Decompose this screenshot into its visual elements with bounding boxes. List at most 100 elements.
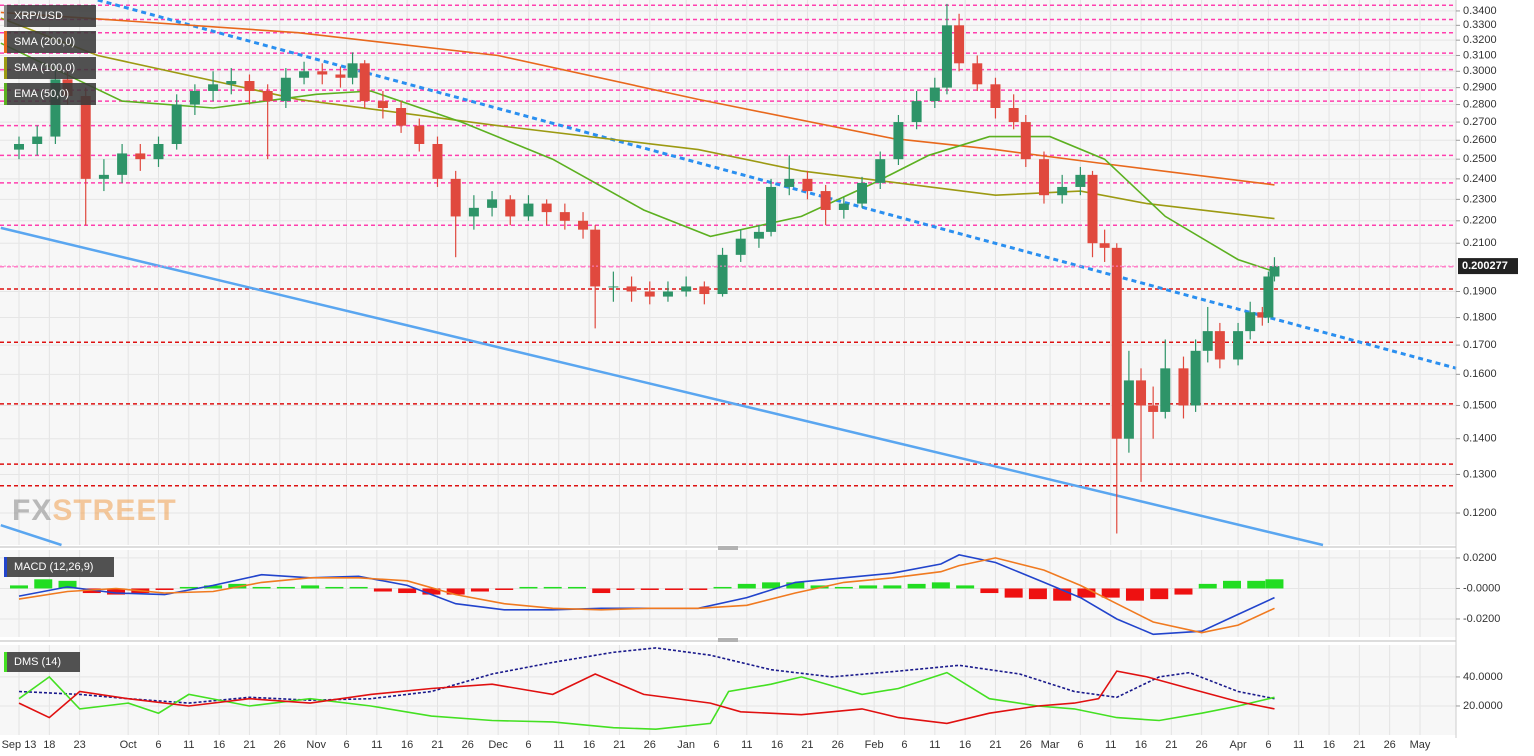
x-tick-label: 21: [431, 739, 443, 751]
histogram-bar: [640, 588, 659, 590]
candle-body: [608, 286, 619, 288]
x-tick-label: 16: [1135, 739, 1147, 751]
legend-label: MACD (12,26,9): [14, 561, 93, 573]
legend-label: DMS (14): [14, 656, 61, 668]
x-tick-label: 26: [462, 739, 474, 751]
candle-body: [941, 25, 952, 88]
candle-body: [98, 174, 109, 179]
y-tick-label: 0.2500: [1463, 153, 1497, 165]
histogram-bar: [762, 582, 781, 589]
x-tick-label: 11: [553, 739, 564, 751]
x-tick-label: 6: [901, 739, 907, 751]
candle-body: [590, 229, 601, 287]
histogram-bar: [446, 588, 465, 595]
y-tick-label: 0.2100: [1463, 237, 1497, 249]
candle-body: [802, 178, 813, 192]
x-tick-label: 21: [243, 739, 255, 751]
candle-body: [1020, 122, 1031, 160]
x-tick-label: Apr: [1230, 739, 1247, 751]
histogram-bar: [956, 585, 975, 589]
legend-box: [4, 83, 96, 105]
x-tick-label: 21: [1353, 739, 1365, 751]
candle-body: [662, 291, 673, 297]
y-tick-label: -0.0000: [1463, 582, 1500, 594]
histogram-bar: [58, 580, 77, 589]
y-tick-label: 0.1700: [1463, 339, 1497, 351]
y-tick-label: 20.0000: [1463, 700, 1503, 712]
y-tick-label: 0.2200: [1463, 215, 1497, 227]
x-tick-label: 23: [74, 739, 86, 751]
y-tick-label: 0.1400: [1463, 433, 1497, 445]
histogram-bar: [470, 588, 489, 592]
candle-body: [335, 74, 346, 78]
x-tick-label: 21: [801, 739, 813, 751]
watermark-fx: FX: [12, 494, 52, 527]
histogram-bar: [1174, 588, 1193, 595]
candle-body: [735, 238, 746, 255]
candle-body: [487, 199, 498, 208]
x-tick-label: 16: [959, 739, 971, 751]
legend-box: [4, 652, 80, 672]
y-tick-label: 0.2400: [1463, 173, 1497, 185]
candle-body: [1263, 276, 1274, 318]
candle-body: [766, 186, 777, 232]
x-tick-label: 26: [832, 739, 844, 751]
series-line: [18, 647, 1275, 704]
legend-label: SMA (100,0): [14, 62, 75, 74]
legend-label: XRP/USD: [14, 10, 63, 22]
histogram-bar: [349, 586, 368, 589]
candle-body: [1111, 247, 1122, 439]
resize-handle[interactable]: [718, 546, 738, 642]
x-tick-label: 11: [1293, 739, 1304, 751]
candle-body: [699, 286, 710, 295]
x-tick-label: Mar: [1041, 739, 1060, 751]
histogram-bar: [616, 588, 635, 590]
histogram-bar: [325, 586, 344, 589]
y-tick-label: 0.2900: [1463, 82, 1497, 94]
histogram-bar: [1198, 583, 1217, 589]
histogram-bar: [1150, 588, 1169, 600]
candle-body: [1099, 243, 1110, 248]
candle-body: [377, 101, 388, 108]
legend-box: [4, 57, 96, 79]
candle-body: [1214, 331, 1225, 360]
y-tick-label: 0.1800: [1463, 311, 1497, 323]
candle-body: [523, 203, 534, 217]
candle-body: [189, 90, 200, 105]
histogram-bar: [373, 588, 392, 592]
candle-body: [911, 101, 922, 123]
candle-body: [972, 63, 983, 85]
series-line: [0, 17, 1275, 220]
candle-body: [1202, 331, 1213, 351]
x-tick-label: Oct: [120, 739, 137, 751]
x-tick-label: 21: [1165, 739, 1177, 751]
legend-item: DMS (14): [4, 652, 80, 672]
x-tick-label: 6: [343, 739, 349, 751]
legend-swatch: [4, 652, 7, 672]
histogram-bar: [713, 586, 732, 589]
candle-body: [1136, 380, 1147, 406]
candle-body: [432, 143, 443, 179]
candle-body: [50, 79, 61, 137]
candle-body: [414, 125, 425, 144]
legend: XRP/USD SMA (200,0) SMA (100,0) EMA (50,0) M…: [4, 5, 114, 672]
histogram-bar: [567, 586, 586, 589]
histogram-bar: [155, 588, 174, 590]
watermark: FXSTREET: [12, 494, 177, 527]
histogram-bar: [980, 588, 999, 594]
legend-box: [4, 557, 114, 577]
x-tick-label: Jan: [677, 739, 695, 751]
histogram-bar: [931, 582, 950, 589]
histogram-bar: [422, 588, 441, 595]
candle-body: [171, 104, 182, 144]
histogram-bar: [1077, 588, 1096, 598]
x-tick-label: 16: [1323, 739, 1335, 751]
histogram-bar: [859, 585, 878, 589]
x-tick-label: 6: [1077, 739, 1083, 751]
x-tick-label: 11: [371, 739, 382, 751]
histogram-bar: [10, 585, 28, 589]
candle-body: [857, 182, 868, 204]
x-tick-label: 26: [1196, 739, 1208, 751]
trendline: [97, 0, 1457, 370]
